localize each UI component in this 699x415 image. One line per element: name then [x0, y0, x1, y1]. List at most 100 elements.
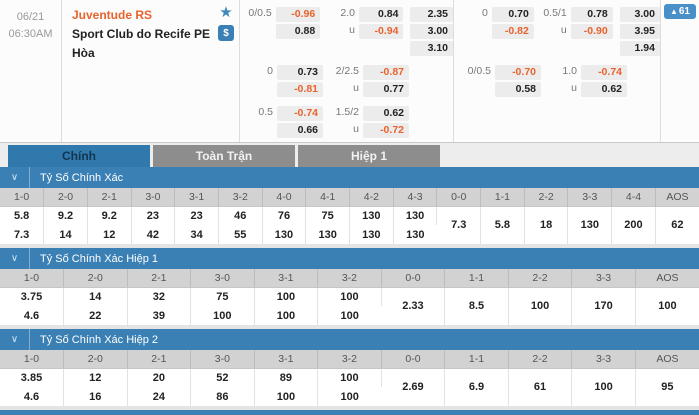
under-odds[interactable]: 0.62 — [581, 82, 627, 97]
handicap-away-odds[interactable]: -0.81 — [277, 82, 323, 97]
score-odds-2-1-bottom[interactable]: 24 — [127, 387, 192, 406]
under-odds[interactable]: 0.77 — [363, 82, 409, 97]
score-odds-3-2-top[interactable]: 100 — [317, 287, 382, 306]
score-odds-2-1-top[interactable]: 32 — [127, 287, 192, 306]
score-odds-1-1[interactable]: 8.5 — [444, 287, 509, 325]
score-odds-4-3-top[interactable]: 130 — [393, 206, 438, 225]
score-odds-0-0[interactable]: 2.69 — [381, 368, 446, 406]
handicap-away-odds[interactable]: -0.82 — [491, 24, 534, 39]
cashout-dollar-icon[interactable]: $ — [218, 25, 234, 41]
score-odds-0-0[interactable]: 7.3 — [436, 206, 482, 244]
under-odds[interactable]: -0.72 — [363, 123, 409, 138]
score-odds-3-0-bottom[interactable]: 86 — [190, 387, 255, 406]
score-odds-3-2-bottom[interactable]: 100 — [340, 390, 359, 403]
score-odds-4-0-bottom[interactable]: 130 — [262, 225, 307, 244]
score-odds-4-1-top[interactable]: 75 — [305, 206, 350, 225]
tab-hiep-1[interactable]: Hiệp 1 — [298, 145, 440, 167]
score-odds-AOS[interactable]: 100 — [658, 300, 677, 313]
score-odds-0-0[interactable]: 2.33 — [381, 287, 446, 325]
handicap-away-odds[interactable]: 0.88 — [275, 24, 321, 39]
score-odds-3-1-bottom[interactable]: 100 — [254, 387, 319, 406]
score-odds-2-1-top[interactable]: 20 — [127, 368, 192, 387]
handicap-home-odds[interactable]: 0.70 — [491, 7, 534, 22]
home-team-name[interactable]: Juventude RS — [72, 8, 153, 22]
1x2-away-odds[interactable]: 1.94 — [619, 41, 660, 56]
score-odds-2-1-bottom[interactable]: 39 — [127, 306, 192, 325]
over-odds[interactable]: 0.84 — [359, 7, 404, 22]
chevron-down-icon[interactable]: ∨ — [0, 248, 30, 269]
1x2-home-odds[interactable]: 3.00 — [619, 7, 660, 22]
handicap-away-odds[interactable]: 0.58 — [495, 82, 541, 97]
score-odds-3-1-top[interactable]: 89 — [254, 368, 319, 387]
handicap-home-odds[interactable]: -0.96 — [275, 7, 321, 22]
score-odds-1-1[interactable]: 5.8 — [480, 206, 525, 244]
1x2-home-odds[interactable]: 2.35 — [410, 7, 454, 22]
score-odds-1-0-top[interactable]: 3.85 — [0, 368, 65, 387]
handicap-home-odds[interactable]: -0.74 — [277, 106, 323, 121]
score-odds-2-2[interactable]: 18 — [524, 206, 569, 244]
score-odds-2-0-bottom[interactable]: 14 — [43, 225, 88, 244]
1x2-draw-odds[interactable]: 3.95 — [619, 24, 660, 39]
favorite-star-icon[interactable]: ★ — [219, 4, 233, 21]
over-odds[interactable]: -0.74 — [581, 65, 627, 80]
under-odds[interactable]: -0.94 — [359, 24, 404, 39]
score-odds-3-0-top[interactable]: 23 — [131, 206, 176, 225]
score-odds-3-2-top[interactable]: 46 — [218, 206, 263, 225]
score-odds-3-2-bottom[interactable]: 55 — [218, 225, 263, 244]
score-odds-AOS[interactable]: 95 — [661, 381, 674, 394]
score-odds-1-0-top[interactable]: 5.8 — [0, 206, 45, 225]
score-odds-2-0-bottom[interactable]: 16 — [63, 387, 128, 406]
over-odds[interactable]: 0.62 — [363, 106, 409, 121]
tab-chinh[interactable]: Chính — [8, 145, 150, 167]
score-odds-3-0-bottom[interactable]: 42 — [131, 225, 176, 244]
over-odds[interactable]: -0.87 — [363, 65, 409, 80]
score-odds-3-2-top[interactable]: 100 — [317, 368, 382, 387]
away-team-name[interactable]: Sport Club do Recife PE — [72, 27, 211, 41]
score-odds-AOS[interactable]: 62 — [671, 219, 684, 232]
score-odds-1-1[interactable]: 6.9 — [444, 368, 509, 406]
score-odds-4-1-bottom[interactable]: 130 — [305, 225, 350, 244]
score-odds-4-0-top[interactable]: 76 — [262, 206, 307, 225]
score-odds-2-1-bottom[interactable]: 12 — [87, 225, 132, 244]
1x2-draw-odds[interactable]: 3.00 — [410, 24, 454, 39]
score-odds-2-0-top[interactable]: 14 — [63, 287, 128, 306]
score-odds-3-0-top[interactable]: 52 — [190, 368, 255, 387]
handicap-away-odds[interactable]: 0.66 — [277, 123, 323, 138]
under-odds[interactable]: -0.90 — [570, 24, 613, 39]
score-odds-2-0-bottom[interactable]: 22 — [63, 306, 128, 325]
score-odds-4-3-bottom[interactable]: 130 — [406, 228, 425, 241]
more-bets-count-badge[interactable]: ▲61 — [663, 4, 696, 19]
chevron-down-icon[interactable]: ∨ — [0, 329, 30, 350]
score-odds-4-2-top[interactable]: 130 — [349, 206, 394, 225]
score-odds-1-0-bottom[interactable]: 4.6 — [0, 387, 65, 406]
score-odds-3-0-bottom[interactable]: 100 — [190, 306, 255, 325]
score-odds-1-0-bottom[interactable]: 4.6 — [0, 306, 65, 325]
score-odds-2-0-top[interactable]: 12 — [63, 368, 128, 387]
score-odds-3-1-top[interactable]: 100 — [254, 287, 319, 306]
score-odds-3-3[interactable]: 100 — [571, 368, 636, 406]
score-odds-2-0-top[interactable]: 9.2 — [43, 206, 88, 225]
score-odds-3-3[interactable]: 130 — [567, 206, 613, 244]
score-odds-2-1-top[interactable]: 9.2 — [87, 206, 132, 225]
score-odds-2-2[interactable]: 61 — [508, 368, 573, 406]
handicap-home-odds[interactable]: -0.70 — [495, 65, 541, 80]
score-odds-1-0-bottom[interactable]: 7.3 — [0, 225, 45, 244]
score-odds-3-0-top[interactable]: 75 — [190, 287, 255, 306]
score-odds-4-4[interactable]: 200 — [611, 206, 656, 244]
score-odds-2-2[interactable]: 100 — [508, 287, 573, 325]
1x2-away-odds[interactable]: 3.10 — [410, 41, 454, 56]
score-odds-3-1-top[interactable]: 23 — [174, 206, 219, 225]
score-odds-3-2-bottom[interactable]: 100 — [340, 309, 359, 322]
handicap-home-odds[interactable]: 0.73 — [277, 65, 323, 80]
score-odds-3-1-bottom[interactable]: 100 — [254, 306, 319, 325]
score-odds-1-0-top[interactable]: 3.75 — [0, 287, 65, 306]
under-label: u — [560, 24, 567, 36]
chevron-down-icon[interactable]: ∨ — [0, 167, 30, 188]
score-header-2-2: 2-2 — [508, 269, 573, 288]
over-odds[interactable]: 0.78 — [570, 7, 613, 22]
score-odds-3-3[interactable]: 170 — [571, 287, 636, 325]
score-odds-4-2-bottom[interactable]: 130 — [349, 225, 394, 244]
score-odds-row-top: 3.85 12 20 52 89 100 2.69 6.9 61 100 95 — [0, 368, 699, 406]
score-odds-3-1-bottom[interactable]: 34 — [174, 225, 219, 244]
tab-toan-tran[interactable]: Toàn Trận — [153, 145, 295, 167]
